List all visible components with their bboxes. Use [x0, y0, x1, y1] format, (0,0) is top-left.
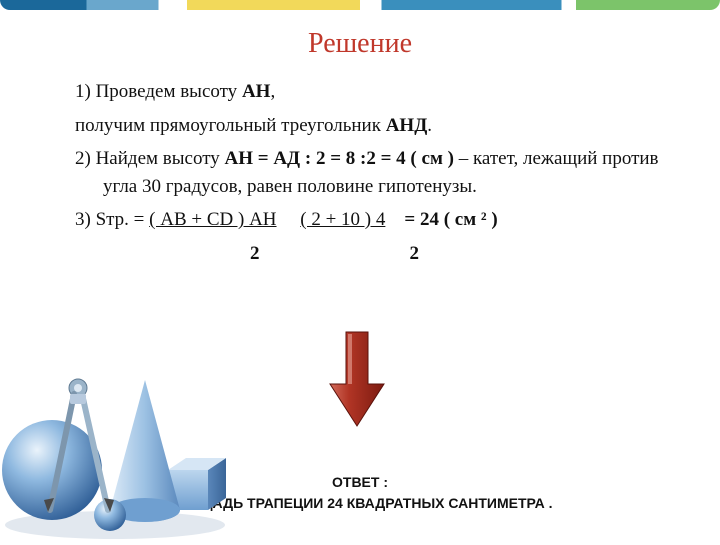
step-1-sub: получим прямоугольный треугольник АНД. [75, 112, 660, 140]
title-text: Решение [308, 28, 412, 59]
formula-divisors: 2 2 [75, 240, 660, 268]
down-arrow [328, 330, 386, 433]
divisor-2: 2 [410, 240, 420, 268]
step-1: 1) Проведем высоту АН, [75, 78, 660, 106]
top-color-stripe [0, 0, 720, 10]
answer-block: ОТВЕТ : ПЛОЩАДЬ ТРАПЕЦИИ 24 КВАДРАТНЫХ С… [0, 472, 720, 514]
answer-label: ОТВЕТ : [0, 472, 720, 493]
step-2: 2) Найдем высоту АН = АД : 2 = 8 :2 = 4 … [75, 145, 660, 200]
slide-title: Решение [0, 28, 720, 60]
divisor-1: 2 [250, 240, 260, 268]
step-3: 3) Sтр. = ( АВ + СD ) АН ( 2 + 10 ) 4 = … [75, 206, 660, 234]
solution-body: 1) Проведем высоту АН, получим прямоугол… [0, 60, 720, 267]
answer-text: ПЛОЩАДЬ ТРАПЕЦИИ 24 КВАДРАТНЫХ САНТИМЕТР… [0, 493, 720, 514]
